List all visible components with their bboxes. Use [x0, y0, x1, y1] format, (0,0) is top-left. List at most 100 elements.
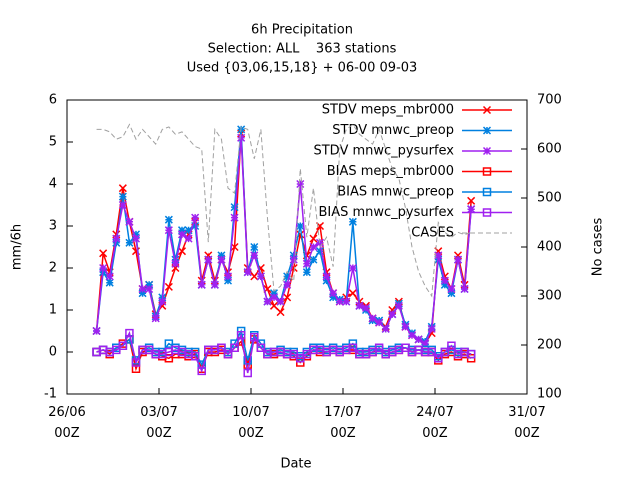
- data-point: [368, 314, 377, 323]
- data-point: [447, 289, 456, 298]
- data-point: [105, 278, 114, 287]
- data-point: [322, 272, 331, 281]
- data-point: [145, 280, 154, 289]
- data-point: [414, 335, 423, 344]
- legend-marker: [482, 187, 492, 197]
- data-point: [447, 341, 456, 350]
- y-tick-label: 5: [49, 135, 57, 150]
- legend-label: BIAS mnwc_pysurfex: [318, 205, 454, 220]
- data-point: [263, 297, 272, 306]
- data-point: [388, 310, 397, 319]
- data-point: [197, 366, 206, 376]
- y2-tick-label: 500: [537, 191, 562, 206]
- data-point: [164, 347, 174, 357]
- data-point: [394, 345, 404, 355]
- series-line: [95, 129, 472, 343]
- data-point: [269, 293, 279, 302]
- data-point: [407, 331, 417, 340]
- data-point: [250, 272, 259, 281]
- data-point: [296, 179, 305, 189]
- data-point: [440, 276, 449, 285]
- data-point: [375, 318, 384, 327]
- y-tick-label: -1: [44, 387, 57, 402]
- data-point: [283, 280, 292, 289]
- legend-marker: [482, 146, 492, 156]
- data-point: [191, 221, 200, 231]
- data-point: [276, 308, 285, 317]
- data-point: [466, 349, 476, 359]
- data-point: [368, 347, 377, 357]
- data-point: [243, 368, 252, 378]
- data-point: [315, 247, 325, 256]
- data-point: [263, 349, 272, 359]
- data-point: [434, 251, 443, 260]
- data-point: [322, 347, 331, 357]
- data-point: [302, 268, 311, 277]
- data-point: [92, 326, 101, 336]
- legend-label: STDV mnwc_pysurfex: [313, 144, 454, 159]
- data-point: [427, 324, 436, 333]
- data-point: [191, 213, 200, 222]
- data-point: [118, 200, 127, 210]
- data-point: [131, 230, 141, 239]
- data-point: [335, 297, 344, 306]
- y2-axis-label: No cases: [591, 218, 606, 277]
- legend-label: BIAS mnwc_preop: [337, 185, 454, 200]
- y2-tick-label: 700: [537, 93, 562, 108]
- data-point: [131, 234, 141, 243]
- data-point: [158, 349, 167, 359]
- chart-title: 6h Precipitation: [251, 23, 353, 38]
- data-point: [289, 255, 298, 264]
- data-point: [269, 301, 279, 310]
- data-point: [407, 347, 417, 357]
- data-point: [388, 347, 397, 357]
- data-point: [230, 213, 239, 222]
- y-axis-label: mm/6h: [10, 224, 25, 270]
- data-point: [190, 351, 200, 361]
- data-point: [158, 297, 167, 306]
- legend-label: BIAS meps_mbr000: [327, 164, 454, 179]
- y-tick-label: 4: [49, 177, 57, 192]
- series-line: [96, 123, 472, 298]
- data-point: [283, 272, 292, 281]
- data-point: [177, 226, 187, 235]
- data-point: [342, 345, 351, 355]
- data-point: [296, 354, 305, 363]
- data-point: [460, 284, 469, 294]
- data-point: [302, 259, 311, 268]
- x-tick-label: 31/07 00Z: [508, 405, 546, 441]
- data-point: [309, 242, 318, 252]
- y2-tick-label: 600: [537, 142, 562, 157]
- data-point: [164, 226, 173, 235]
- x-tick-label: 26/06 00Z: [48, 405, 86, 441]
- legend-label: STDV mnwc_preop: [332, 123, 454, 138]
- data-point: [309, 255, 318, 264]
- data-point: [296, 221, 305, 231]
- data-point: [434, 354, 443, 363]
- x-tick-label: 17/07 00Z: [324, 405, 362, 441]
- x-tick-label: 24/07 00Z: [416, 405, 454, 441]
- data-point: [223, 349, 233, 359]
- data-point: [171, 255, 180, 264]
- data-point: [440, 280, 449, 289]
- data-point: [453, 255, 463, 264]
- data-point: [236, 330, 246, 340]
- y2-tick-label: 400: [537, 240, 562, 255]
- data-point: [177, 247, 187, 256]
- data-point: [125, 328, 134, 338]
- data-point: [138, 289, 147, 298]
- data-point: [177, 230, 187, 239]
- data-point: [361, 349, 371, 359]
- data-point: [223, 272, 233, 281]
- data-point: [118, 192, 127, 201]
- y2-tick-label: 300: [537, 289, 562, 304]
- data-point: [210, 280, 219, 289]
- data-point: [131, 358, 141, 367]
- x-axis-label: Date: [280, 457, 311, 472]
- data-point: [394, 301, 403, 310]
- data-point: [348, 263, 357, 273]
- data-point: [329, 293, 338, 302]
- data-point: [421, 339, 430, 348]
